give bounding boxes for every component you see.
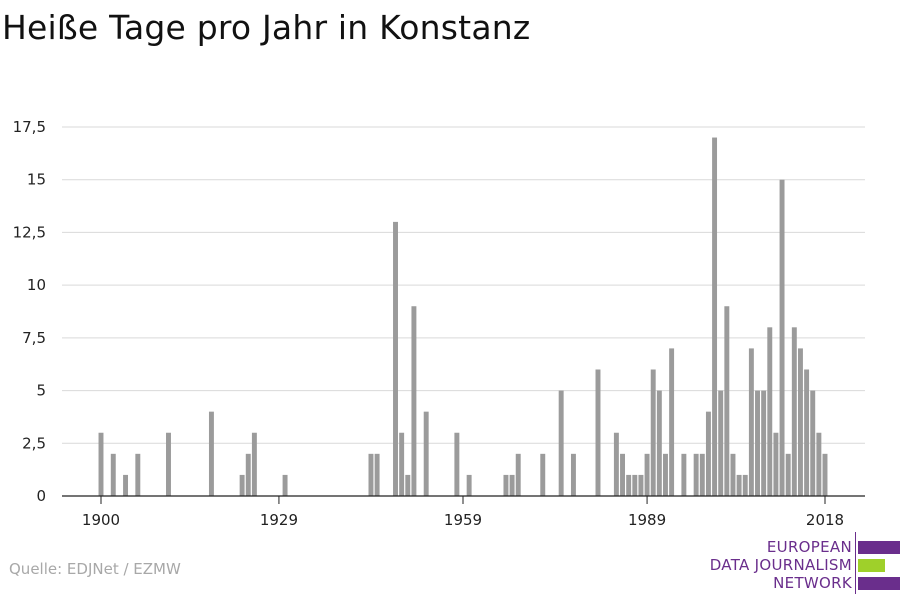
bar[interactable]	[785, 453, 791, 496]
bar[interactable]	[742, 474, 748, 496]
bar[interactable]	[239, 474, 245, 496]
logo-text-line1: EUROPEAN	[766, 538, 852, 556]
y-tick-label: 12,5	[13, 223, 46, 241]
source-note: Quelle: EDJNet / EZMW	[9, 560, 181, 578]
bar[interactable]	[669, 348, 675, 496]
bar[interactable]	[123, 474, 129, 496]
x-tick-label: 1989	[628, 511, 666, 529]
x-tick-label: 2018	[806, 511, 844, 529]
bar[interactable]	[724, 306, 730, 496]
bar[interactable]	[705, 411, 711, 496]
y-tick-label: 7,5	[22, 329, 46, 347]
bar[interactable]	[663, 453, 668, 496]
logo-text-line3: NETWORK	[773, 574, 852, 592]
logo-divider	[855, 532, 856, 594]
bar[interactable]	[110, 453, 116, 496]
logo-bar-purple-bottom	[858, 577, 900, 590]
bar[interactable]	[791, 327, 797, 496]
y-tick-label: 10	[27, 276, 46, 294]
logo-text-line2: DATA JOURNALISM	[709, 556, 852, 574]
bar[interactable]	[423, 411, 429, 496]
bar[interactable]	[712, 137, 718, 497]
logo-bar-purple-top	[858, 541, 900, 554]
bar[interactable]	[595, 369, 601, 496]
y-tick-label: 0	[36, 487, 46, 505]
bar[interactable]	[405, 474, 411, 496]
bar[interactable]	[393, 221, 398, 496]
bar[interactable]	[748, 348, 754, 496]
bar[interactable]	[466, 474, 472, 496]
y-tick-label: 2,5	[22, 434, 46, 452]
bar[interactable]	[681, 453, 687, 496]
bar[interactable]	[620, 453, 625, 496]
bar[interactable]	[515, 453, 521, 496]
bar[interactable]	[208, 411, 214, 496]
bar[interactable]	[509, 474, 515, 496]
bar[interactable]	[761, 390, 767, 496]
bar[interactable]	[718, 390, 724, 496]
x-tick-label: 1959	[444, 511, 482, 529]
bar[interactable]	[626, 474, 632, 496]
bar[interactable]	[810, 390, 816, 496]
bar[interactable]	[166, 432, 171, 496]
bar[interactable]	[632, 474, 638, 496]
bar[interactable]	[755, 390, 760, 496]
edjnet-logo[interactable]: EUROPEAN DATA JOURNALISM NETWORK	[700, 528, 900, 594]
bar[interactable]	[540, 453, 546, 496]
x-axis-ticks: 1900 1929 1959 1989 2018	[82, 496, 844, 529]
bar[interactable]	[656, 390, 662, 496]
y-tick-label: 5	[36, 382, 46, 400]
bar[interactable]	[454, 432, 460, 496]
bar[interactable]	[767, 327, 773, 496]
bar[interactable]	[822, 453, 828, 496]
bar[interactable]	[251, 432, 257, 496]
y-tick-label: 17,5	[13, 118, 46, 136]
bar[interactable]	[374, 453, 380, 496]
bar[interactable]	[135, 453, 141, 496]
x-tick-label: 1929	[260, 511, 298, 529]
x-tick-label: 1900	[82, 511, 120, 529]
bar[interactable]	[699, 453, 705, 496]
bar[interactable]	[98, 432, 104, 496]
gridlines	[62, 126, 865, 444]
logo-bar-green	[858, 559, 885, 572]
bar[interactable]	[570, 453, 576, 496]
y-tick-label: 15	[27, 171, 46, 189]
bar[interactable]	[779, 179, 785, 496]
bar[interactable]	[804, 369, 810, 496]
bar[interactable]	[411, 306, 417, 496]
bar[interactable]	[730, 453, 736, 496]
bar[interactable]	[816, 432, 822, 496]
bar[interactable]	[693, 453, 699, 496]
bar[interactable]	[638, 474, 644, 496]
bar[interactable]	[503, 474, 509, 496]
y-axis-tick-labels: 0 2,5 5 7,5 10 12,5 15 17,5	[13, 118, 46, 505]
chart-title: Heiße Tage pro Jahr in Konstanz	[2, 8, 531, 47]
bar[interactable]	[245, 453, 251, 496]
bar[interactable]	[797, 348, 803, 496]
bar[interactable]	[773, 432, 779, 496]
bar[interactable]	[613, 432, 619, 496]
bar[interactable]	[644, 453, 650, 496]
bar[interactable]	[282, 474, 288, 496]
bars	[98, 137, 828, 497]
bar[interactable]	[736, 474, 742, 496]
bar[interactable]	[650, 369, 656, 496]
bar[interactable]	[558, 390, 564, 496]
bar[interactable]	[399, 432, 405, 496]
bar[interactable]	[368, 453, 374, 496]
